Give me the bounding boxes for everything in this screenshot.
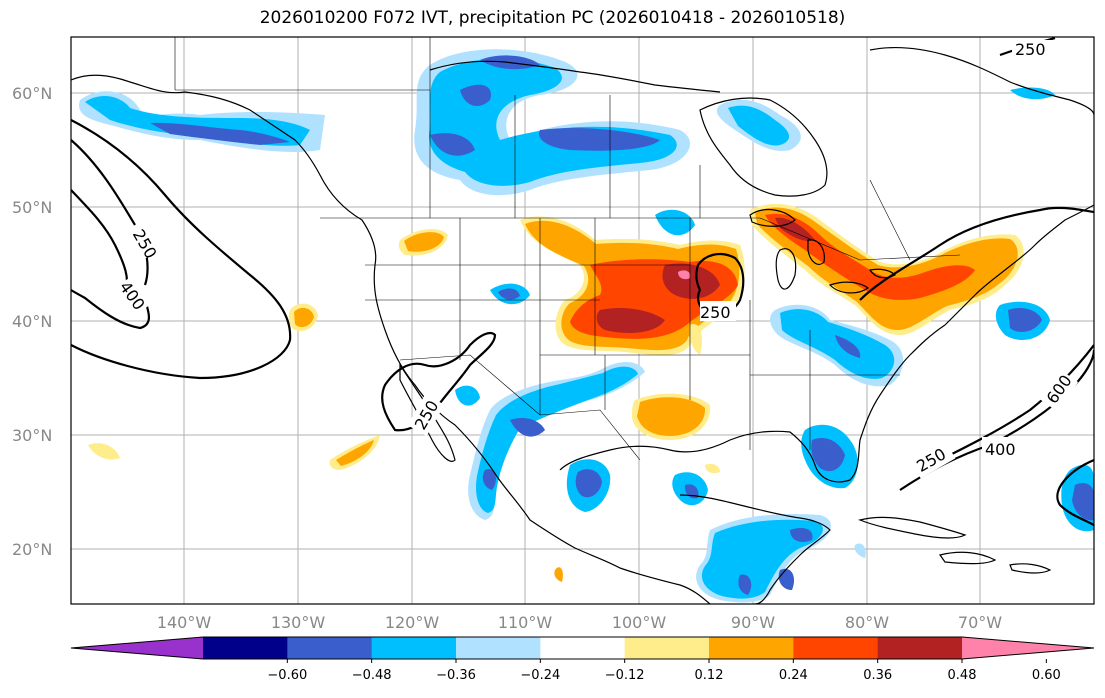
- contour-label: 250: [700, 303, 731, 322]
- colorbar: −0.60 −0.48 −0.36 −0.24 −0.12 0.12 0.24 0.36 0.4…: [70, 636, 1095, 683]
- lon-label-100w: 100°W: [612, 613, 667, 632]
- political-borders: [174, 37, 961, 461]
- coastlines: [71, 46, 1094, 604]
- lat-label-50: 50°N: [12, 198, 52, 217]
- colorbar-tick-label: 0.48: [948, 668, 977, 683]
- colorbar-tick-label: −0.36: [436, 668, 476, 683]
- colorbar-swatch: [709, 637, 794, 659]
- colorbar-swatch: [456, 637, 541, 659]
- lon-label-70w: 70°W: [958, 613, 1002, 632]
- lat-label-40: 40°N: [12, 312, 52, 331]
- lat-label-30: 30°N: [12, 426, 52, 445]
- colorbar-tick-label: 0.24: [779, 668, 808, 683]
- lat-label-20: 20°N: [12, 540, 52, 559]
- lon-label-110w: 110°W: [498, 613, 553, 632]
- lon-label-140w: 140°W: [157, 613, 212, 632]
- colorbar-outline: [70, 636, 1095, 660]
- longitude-labels: 140°W 130°W 120°W 110°W 100°W 90°W 80°W …: [157, 613, 1002, 632]
- latitude-labels: 60°N 50°N 40°N 30°N 20°N: [12, 84, 52, 559]
- map-title: 2026010200 F072 IVT, precipitation PC (2…: [259, 8, 846, 28]
- lon-label-90w: 90°W: [731, 613, 775, 632]
- colorbar-swatch: [371, 637, 457, 659]
- colorbar-extend-high: [962, 637, 1094, 659]
- colorbar-swatch: [540, 637, 626, 659]
- contour-label: 400: [985, 440, 1016, 459]
- colorbar-tick-label: 0.36: [863, 668, 892, 683]
- colorbar-tick-label: 0.60: [1032, 668, 1061, 683]
- map-frame: [70, 36, 1095, 605]
- colorbar-swatch: [624, 637, 710, 659]
- positive-anomaly-areas: [88, 203, 1024, 582]
- colorbar-swatch: [287, 637, 373, 659]
- colorbar-tick-label: −0.60: [267, 668, 307, 683]
- colorbar-tick-label: −0.48: [352, 668, 392, 683]
- colorbar-swatch: [793, 637, 879, 659]
- colorbar-extend-low: [71, 637, 203, 659]
- contour-label: 250: [1015, 40, 1046, 59]
- lon-label-120w: 120°W: [385, 613, 440, 632]
- colorbar-swatch: [203, 637, 288, 659]
- colorbar-tick-label: −0.24: [520, 668, 560, 683]
- lon-label-80w: 80°W: [845, 613, 889, 632]
- colorbar-swatch: [877, 637, 963, 659]
- colorbar-tick-label: 0.12: [695, 668, 724, 683]
- lat-label-60: 60°N: [12, 84, 52, 103]
- colorbar-tick-label: −0.12: [605, 668, 645, 683]
- negative-anomaly-areas: [79, 49, 1094, 603]
- lon-label-130w: 130°W: [271, 613, 326, 632]
